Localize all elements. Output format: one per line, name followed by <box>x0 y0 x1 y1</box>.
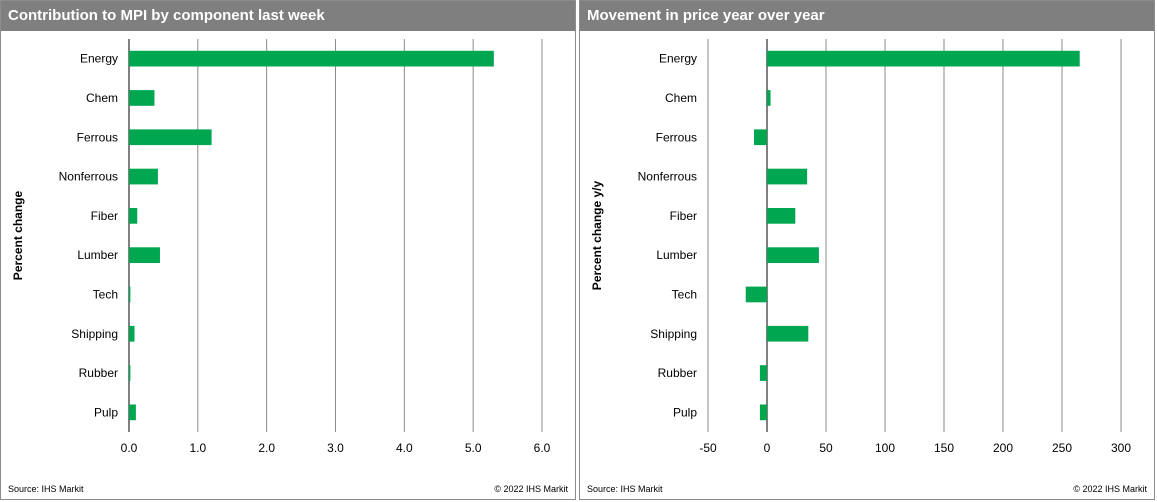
category-label: Shipping <box>71 327 118 341</box>
copyright-label: © 2022 IHS Markit <box>494 484 568 494</box>
bar-pulp <box>759 404 767 421</box>
category-label: Pulp <box>673 405 697 419</box>
bar-chem <box>129 90 155 106</box>
x-tick-label: 0.0 <box>121 441 138 455</box>
category-label: Chem <box>665 91 697 105</box>
x-tick-label: 3.0 <box>327 441 344 455</box>
chart-title: Contribution to MPI by component last we… <box>1 1 575 31</box>
bar-energy <box>129 50 494 67</box>
category-label: Fiber <box>91 209 118 223</box>
x-tick-label: 1.0 <box>189 441 206 455</box>
x-tick-label: 200 <box>993 441 1013 455</box>
bar-nonferrous <box>767 168 808 185</box>
x-tick-label: 150 <box>934 441 954 455</box>
category-label: Ferrous <box>656 130 697 144</box>
source-label: Source: IHS Markit <box>587 484 663 494</box>
y-axis-title: Percent change y/y <box>590 180 604 290</box>
x-tick-label: 0 <box>764 441 771 455</box>
x-tick-label: 4.0 <box>396 441 413 455</box>
x-tick-label: 250 <box>1052 441 1072 455</box>
category-label: Nonferrous <box>638 170 697 184</box>
bar-rubber <box>759 365 767 381</box>
copyright-label: © 2022 IHS Markit <box>1073 484 1147 494</box>
x-tick-label: 50 <box>819 441 833 455</box>
category-label: Nonferrous <box>59 170 118 184</box>
bar-shipping <box>129 325 135 342</box>
category-label: Fiber <box>670 209 697 223</box>
x-tick-label: 100 <box>875 441 895 455</box>
chart-panel-price-movement: Movement in price year over year Energy C… <box>579 0 1155 500</box>
x-tick-label: 5.0 <box>465 441 482 455</box>
bar-shipping <box>767 325 809 342</box>
y-axis-title: Percent change <box>11 190 25 280</box>
category-label: Tech <box>672 287 697 301</box>
x-tick-label: -50 <box>699 441 717 455</box>
bar-chart-mpi-contribution: Energy Chem Ferrous Nonferrous Fiber Lumber Te… <box>11 39 551 455</box>
category-label: Rubber <box>658 366 697 380</box>
bar-rubber <box>129 365 131 381</box>
bar-tech <box>745 286 767 303</box>
bar-nonferrous <box>129 168 158 185</box>
category-label: Rubber <box>79 366 118 380</box>
category-label: Pulp <box>94 405 118 419</box>
bar-fiber <box>767 207 796 224</box>
bar-lumber <box>129 247 160 264</box>
category-label: Chem <box>86 91 118 105</box>
source-label: Source: IHS Markit <box>8 484 84 494</box>
chart-panel-mpi-contribution: Contribution to MPI by component last we… <box>0 0 576 500</box>
bar-energy <box>767 50 1080 67</box>
chart-title: Movement in price year over year <box>580 1 1154 31</box>
bar-pulp <box>129 404 136 421</box>
x-tick-label: 2.0 <box>258 441 275 455</box>
category-label: Lumber <box>656 248 697 262</box>
x-tick-label: 6.0 <box>534 441 551 455</box>
bar-fiber <box>129 207 138 224</box>
bar-chem <box>767 90 771 106</box>
bar-ferrous <box>129 129 212 146</box>
bar-ferrous <box>754 129 767 146</box>
category-label: Shipping <box>650 327 697 341</box>
bar-lumber <box>767 247 819 264</box>
category-label: Ferrous <box>77 130 118 144</box>
category-label: Lumber <box>77 248 118 262</box>
category-label: Energy <box>80 52 118 66</box>
category-label: Tech <box>93 287 118 301</box>
bar-chart-price-movement: Energy Chem Ferrous Nonferrous Fiber Lumber Te… <box>590 39 1131 455</box>
x-tick-label: 300 <box>1111 441 1131 455</box>
bar-tech <box>129 286 131 303</box>
category-label: Energy <box>659 52 697 66</box>
